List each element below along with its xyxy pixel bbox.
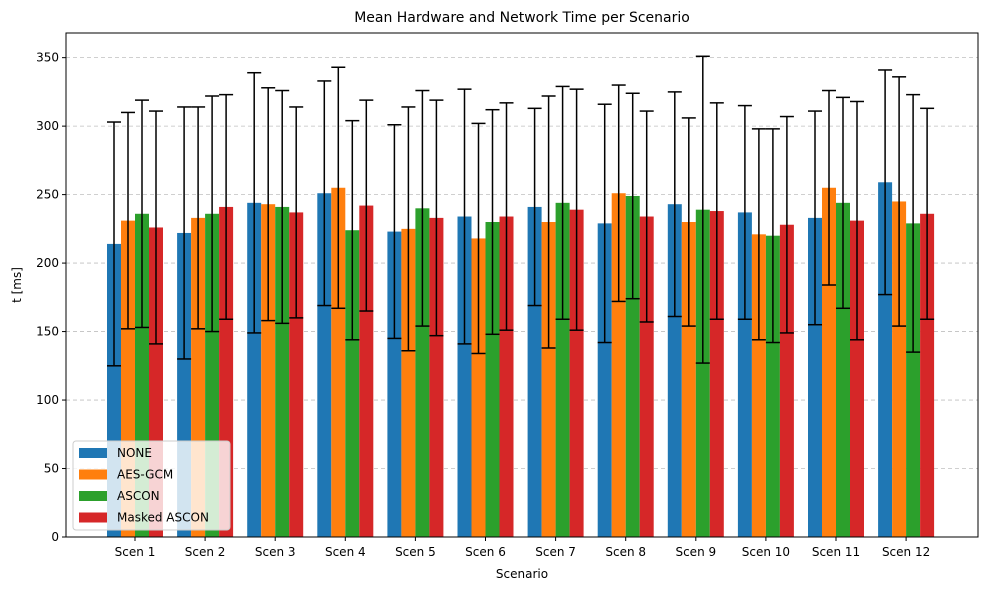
bar xyxy=(569,209,584,537)
y-tick-label: 0 xyxy=(51,530,59,544)
legend-swatch xyxy=(79,512,107,523)
legend-box xyxy=(72,440,231,531)
bar xyxy=(345,230,360,537)
bar xyxy=(317,193,332,537)
bar xyxy=(822,187,836,537)
bar xyxy=(261,204,276,537)
bar xyxy=(681,222,696,537)
x-tick-label: Scen 3 xyxy=(255,545,296,559)
x-tick-label: Scen 1 xyxy=(115,545,156,559)
y-tick-label: 150 xyxy=(36,325,59,339)
bar xyxy=(527,206,542,537)
bar xyxy=(457,216,472,538)
x-tick-label: Scen 5 xyxy=(395,545,436,559)
y-tick-label: 350 xyxy=(36,51,59,65)
y-tick-label: 300 xyxy=(36,119,59,133)
bar xyxy=(878,182,893,538)
bar xyxy=(289,212,304,538)
y-tick-label: 50 xyxy=(44,462,59,476)
y-tick-label: 250 xyxy=(36,188,59,202)
legend: NONE AES-GCM ASCON Masked ASCON xyxy=(72,440,231,531)
bar xyxy=(499,216,514,538)
legend-swatch xyxy=(79,469,107,480)
y-axis-label: t [ms] xyxy=(10,267,24,303)
x-axis-label: Scenario xyxy=(496,567,548,581)
bar xyxy=(401,228,416,537)
legend-label: Masked ASCON xyxy=(117,511,209,525)
legend-label: NONE xyxy=(117,446,152,460)
x-tick-label: Scen 10 xyxy=(742,545,790,559)
x-tick-label: Scen 6 xyxy=(465,545,506,559)
y-axis-ticks: 0 50 100 150 200 250 300 350 xyxy=(36,51,66,544)
bar xyxy=(836,202,850,537)
x-tick-label: Scen 4 xyxy=(325,545,366,559)
chart-title: Mean Hardware and Network Time per Scena… xyxy=(354,10,690,26)
bar xyxy=(611,193,626,537)
bar xyxy=(751,234,766,537)
legend-swatch xyxy=(79,448,107,458)
y-tick-label: 200 xyxy=(36,256,59,270)
bar xyxy=(485,222,500,537)
bar xyxy=(331,187,346,537)
bar xyxy=(920,213,935,538)
bar xyxy=(779,224,794,537)
x-tick-label: Scen 2 xyxy=(185,545,226,559)
bar xyxy=(429,217,444,538)
bar xyxy=(639,216,654,538)
bar xyxy=(597,223,612,537)
legend-swatch xyxy=(79,491,107,501)
plot-frame xyxy=(65,32,979,538)
bar xyxy=(387,231,402,537)
legend-label: ASCON xyxy=(117,489,160,503)
bar xyxy=(555,202,570,537)
bar xyxy=(247,202,262,537)
bar xyxy=(906,223,921,537)
bar xyxy=(471,238,486,537)
bar xyxy=(625,195,640,537)
x-tick-label: Scen 7 xyxy=(535,545,576,559)
bar xyxy=(667,204,682,537)
legend-label: AES-GCM xyxy=(117,468,173,482)
y-tick-label: 100 xyxy=(36,393,59,407)
bar xyxy=(808,217,822,538)
bar xyxy=(415,208,430,537)
bar xyxy=(765,235,780,537)
x-tick-label: Scen 8 xyxy=(605,545,646,559)
errorbar-layer xyxy=(107,55,935,367)
x-tick-label: Scen 9 xyxy=(675,545,716,559)
x-tick-label: Scen 11 xyxy=(812,545,860,559)
bar xyxy=(709,211,724,538)
x-axis-ticks: Scen 1 Scen 2 Scen 3 Scen 4 Scen 5 Scen 6 Scen… xyxy=(115,537,930,559)
bar xyxy=(850,220,864,537)
bar xyxy=(275,206,290,537)
bar xyxy=(737,212,752,538)
bar xyxy=(541,222,556,537)
bar xyxy=(892,201,907,537)
bar xyxy=(695,209,710,537)
bar xyxy=(359,205,374,537)
x-tick-label: Scen 12 xyxy=(882,545,930,559)
